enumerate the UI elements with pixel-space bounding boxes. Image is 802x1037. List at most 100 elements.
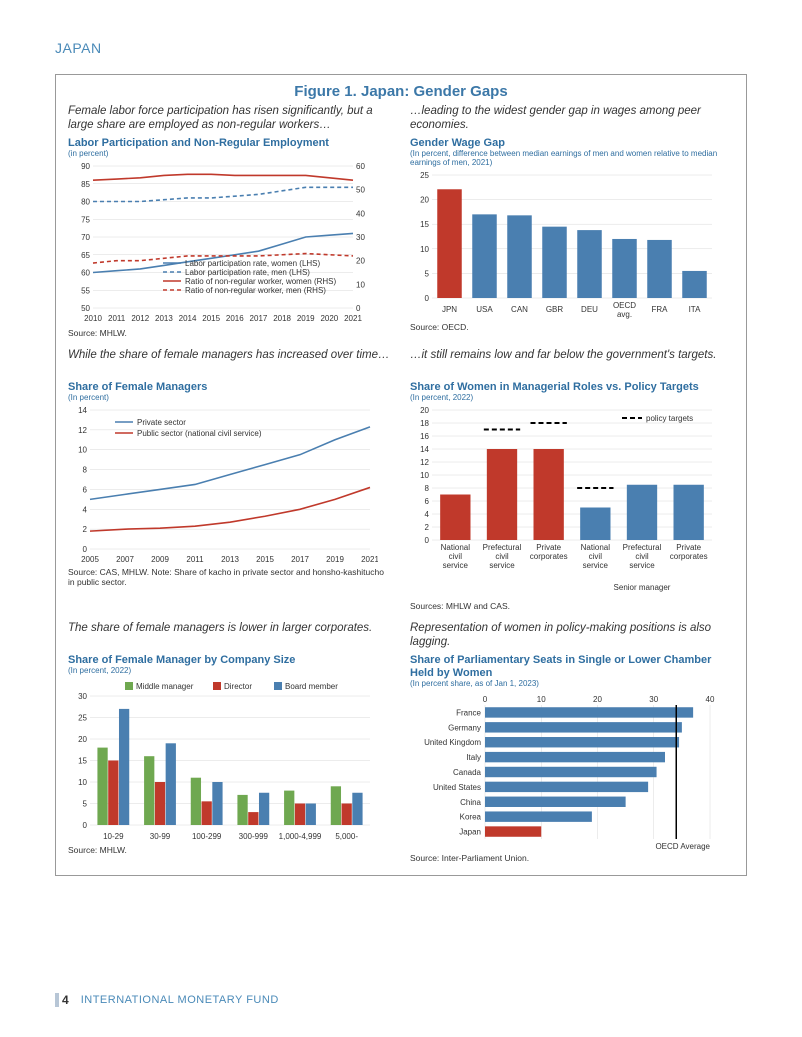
svg-text:2011: 2011: [186, 555, 204, 564]
svg-text:15: 15: [420, 220, 429, 229]
svg-text:Board member: Board member: [285, 682, 338, 691]
svg-text:15: 15: [78, 756, 87, 765]
svg-text:service: service: [443, 561, 469, 570]
svg-text:20: 20: [356, 257, 365, 266]
panel-1-source: Source: MHLW.: [68, 328, 392, 338]
panel-2-source: Source: OECD.: [410, 322, 734, 332]
page-header: JAPAN: [55, 40, 747, 56]
svg-text:12: 12: [78, 426, 87, 435]
svg-text:2018: 2018: [273, 314, 291, 323]
svg-text:OECD Average: OECD Average: [655, 842, 710, 851]
chart-5: 05101520253010-2930-99100-299300-9991,00…: [68, 678, 392, 843]
panel-5-source: Source: MHLW.: [68, 845, 392, 855]
svg-text:50: 50: [81, 304, 90, 313]
svg-text:National: National: [581, 543, 611, 552]
svg-text:4: 4: [83, 505, 88, 514]
svg-text:2007: 2007: [116, 555, 134, 564]
svg-text:10-29: 10-29: [103, 832, 124, 841]
svg-text:0: 0: [425, 536, 430, 545]
svg-text:100-299: 100-299: [192, 832, 222, 841]
panel-6-source: Source: Inter-Parliament Union.: [410, 853, 734, 863]
svg-text:Japan: Japan: [459, 828, 481, 837]
svg-text:JPN: JPN: [442, 305, 457, 314]
svg-text:Ratio of non-regular worker, w: Ratio of non-regular worker, women (RHS): [185, 277, 337, 286]
panel-6-title: Share of Parliamentary Seats in Single o…: [410, 654, 734, 680]
svg-text:50: 50: [356, 186, 365, 195]
svg-text:2019: 2019: [297, 314, 315, 323]
svg-text:20: 20: [78, 735, 87, 744]
svg-text:France: France: [456, 709, 481, 718]
svg-text:18: 18: [420, 419, 429, 428]
panel-1-caption: Female labor force participation has ris…: [68, 104, 392, 134]
svg-text:20: 20: [420, 195, 429, 204]
svg-text:2005: 2005: [81, 555, 99, 564]
svg-text:2: 2: [425, 523, 430, 532]
svg-text:2013: 2013: [221, 555, 239, 564]
svg-text:10: 10: [420, 471, 429, 480]
chart-4: 02468101214161820NationalcivilservicePre…: [410, 405, 734, 595]
svg-text:20: 20: [420, 406, 429, 415]
svg-text:30: 30: [78, 692, 87, 701]
chart-3: 0246810121420052007200920112013201520172…: [68, 405, 392, 565]
svg-text:55: 55: [81, 286, 90, 295]
svg-text:Korea: Korea: [460, 813, 482, 822]
svg-text:Private: Private: [676, 543, 701, 552]
svg-text:80: 80: [81, 197, 90, 206]
panel-1-subtitle: (in percent): [68, 150, 392, 159]
svg-text:40: 40: [356, 209, 365, 218]
svg-text:40: 40: [706, 695, 715, 704]
svg-text:30: 30: [649, 695, 658, 704]
figure-1-container: Figure 1. Japan: Gender Gaps Female labo…: [55, 74, 747, 876]
svg-text:avg.: avg.: [617, 310, 632, 319]
svg-text:2009: 2009: [151, 555, 169, 564]
svg-text:10: 10: [537, 695, 546, 704]
svg-text:2: 2: [83, 525, 88, 534]
svg-text:Prefectural: Prefectural: [623, 543, 662, 552]
panel-4-subtitle: (In percent, 2022): [410, 394, 734, 403]
svg-text:2019: 2019: [326, 555, 344, 564]
svg-text:16: 16: [420, 432, 429, 441]
panel-2-caption: …leading to the widest gender gap in wag…: [410, 104, 734, 134]
panel-3: While the share of female managers has i…: [68, 348, 392, 611]
svg-text:2014: 2014: [179, 314, 197, 323]
svg-text:2015: 2015: [256, 555, 274, 564]
svg-text:65: 65: [81, 251, 90, 260]
svg-text:10: 10: [78, 446, 87, 455]
svg-text:service: service: [583, 561, 609, 570]
svg-text:1,000-4,999: 1,000-4,999: [279, 832, 322, 841]
svg-text:0: 0: [83, 545, 88, 554]
svg-text:0: 0: [356, 304, 361, 313]
svg-text:Senior manager: Senior manager: [614, 583, 671, 592]
svg-text:300-999: 300-999: [239, 832, 269, 841]
svg-text:6: 6: [425, 497, 430, 506]
svg-text:30-99: 30-99: [150, 832, 171, 841]
svg-text:0: 0: [483, 695, 488, 704]
svg-text:United Kingdom: United Kingdom: [424, 738, 481, 747]
chart-6: 010203040FranceGermanyUnited KingdomItal…: [410, 691, 734, 851]
svg-text:70: 70: [81, 233, 90, 242]
svg-text:Public sector (national civil: Public sector (national civil service): [137, 429, 262, 438]
page-number: 4: [55, 993, 69, 1007]
svg-text:CAN: CAN: [511, 305, 528, 314]
panel-2-subtitle: (In percent, difference between median e…: [410, 150, 734, 168]
svg-text:5,000-: 5,000-: [335, 832, 358, 841]
svg-text:75: 75: [81, 215, 90, 224]
panel-4: …it still remains low and far below the …: [410, 348, 734, 611]
svg-text:GBR: GBR: [546, 305, 564, 314]
panel-4-caption: …it still remains low and far below the …: [410, 348, 734, 378]
svg-text:Prefectural: Prefectural: [483, 543, 522, 552]
panel-1: Female labor force participation has ris…: [68, 104, 392, 338]
svg-text:60: 60: [81, 268, 90, 277]
svg-text:2017: 2017: [250, 314, 268, 323]
svg-text:2020: 2020: [320, 314, 338, 323]
svg-text:civil: civil: [635, 552, 649, 561]
panel-2: …leading to the widest gender gap in wag…: [410, 104, 734, 338]
panel-3-subtitle: (In percent): [68, 394, 392, 403]
svg-text:85: 85: [81, 180, 90, 189]
svg-text:service: service: [629, 561, 655, 570]
svg-text:0: 0: [425, 294, 430, 303]
panel-5-subtitle: (In percent, 2022): [68, 667, 392, 676]
svg-text:Ratio of non-regular worker, m: Ratio of non-regular worker, men (RHS): [185, 286, 326, 295]
svg-text:United States: United States: [433, 783, 481, 792]
svg-text:2017: 2017: [291, 555, 309, 564]
